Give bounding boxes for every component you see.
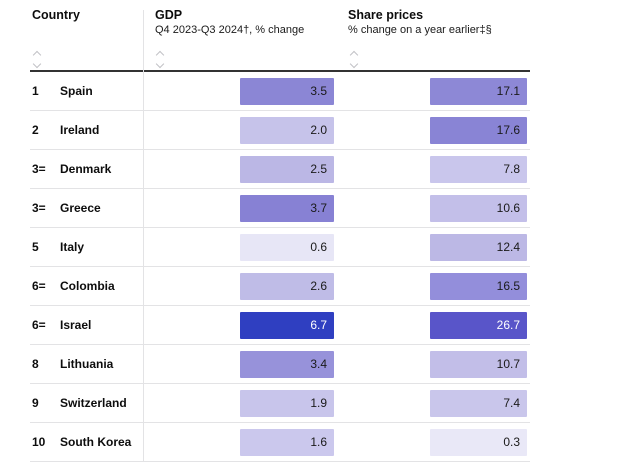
- column-divider: [143, 10, 144, 462]
- rank-label: 3=: [32, 162, 46, 176]
- share-price-heat-cell: 12.4: [430, 234, 527, 261]
- country-label: Switzerland: [60, 396, 127, 410]
- country-label: Colombia: [60, 279, 115, 293]
- share-price-heat-cell: 7.8: [430, 156, 527, 183]
- table-row: 5 Italy 0.6 12.4: [30, 228, 530, 267]
- rank-label: 9: [32, 396, 39, 410]
- gdp-heat-cell: 3.4: [240, 351, 334, 378]
- rank-label: 3=: [32, 201, 46, 215]
- rank-label: 10: [32, 435, 46, 449]
- column-header-share-prices: Share prices: [348, 8, 424, 22]
- table-row: 3= Greece 3.7 10.6: [30, 189, 530, 228]
- gdp-heat-cell: 2.0: [240, 117, 334, 144]
- column-header-gdp: GDP: [155, 8, 183, 22]
- sort-chevrons-icon[interactable]: [155, 50, 165, 69]
- gdp-heat-cell: 2.5: [240, 156, 334, 183]
- gdp-heat-cell: 3.7: [240, 195, 334, 222]
- sort-chevrons-icon[interactable]: [349, 50, 359, 69]
- table-row: 1 Spain 3.5 17.1: [30, 72, 530, 111]
- gdp-heat-cell: 0.6: [240, 234, 334, 261]
- share-price-heat-cell: 10.6: [430, 195, 527, 222]
- rank-label: 5: [32, 240, 39, 254]
- table-row: 6= Colombia 2.6 16.5: [30, 267, 530, 306]
- country-label: South Korea: [60, 435, 132, 449]
- share-price-heat-cell: 16.5: [430, 273, 527, 300]
- gdp-heat-cell: 3.5: [240, 78, 334, 105]
- table-row: 10 South Korea 1.6 0.3: [30, 423, 530, 462]
- ranked-country-table: Country GDP Q4 2023-Q3 2024†, % change S…: [30, 8, 530, 462]
- table-row: 6= Israel 6.7 26.7: [30, 306, 530, 345]
- rank-label: 2: [32, 123, 39, 137]
- share-price-heat-cell: 10.7: [430, 351, 527, 378]
- rank-label: 1: [32, 84, 39, 98]
- table-row: 9 Switzerland 1.9 7.4: [30, 384, 530, 423]
- gdp-heat-cell: 6.7: [240, 312, 334, 339]
- rank-label: 6=: [32, 279, 46, 293]
- column-header-country: Country: [32, 8, 80, 22]
- share-price-heat-cell: 0.3: [430, 429, 527, 456]
- gdp-heat-cell: 2.6: [240, 273, 334, 300]
- share-price-heat-cell: 17.6: [430, 117, 527, 144]
- share-price-heat-cell: 26.7: [430, 312, 527, 339]
- table-row: 3= Denmark 2.5 7.8: [30, 150, 530, 189]
- country-label: Spain: [60, 84, 93, 98]
- table-row: 8 Lithuania 3.4 10.7: [30, 345, 530, 384]
- country-label: Israel: [60, 318, 92, 332]
- table-header: Country GDP Q4 2023-Q3 2024†, % change S…: [30, 8, 530, 72]
- country-label: Italy: [60, 240, 85, 254]
- table-row: 2 Ireland 2.0 17.6: [30, 111, 530, 150]
- column-subheader-gdp: Q4 2023-Q3 2024†, % change: [155, 24, 305, 36]
- rank-label: 6=: [32, 318, 46, 332]
- country-label: Greece: [60, 201, 101, 215]
- share-price-heat-cell: 17.1: [430, 78, 527, 105]
- rank-label: 8: [32, 357, 39, 371]
- gdp-heat-cell: 1.6: [240, 429, 334, 456]
- column-subheader-share-prices: % change on a year earlier‡§: [348, 24, 492, 36]
- share-price-heat-cell: 7.4: [430, 390, 527, 417]
- country-label: Lithuania: [60, 357, 114, 371]
- gdp-heat-cell: 1.9: [240, 390, 334, 417]
- country-label: Denmark: [60, 162, 112, 176]
- sort-chevrons-icon[interactable]: [32, 50, 42, 69]
- table-body: 1 Spain 3.5 17.1 2 Ireland 2.0 17.6 3= D…: [30, 10, 530, 462]
- country-label: Ireland: [60, 123, 100, 137]
